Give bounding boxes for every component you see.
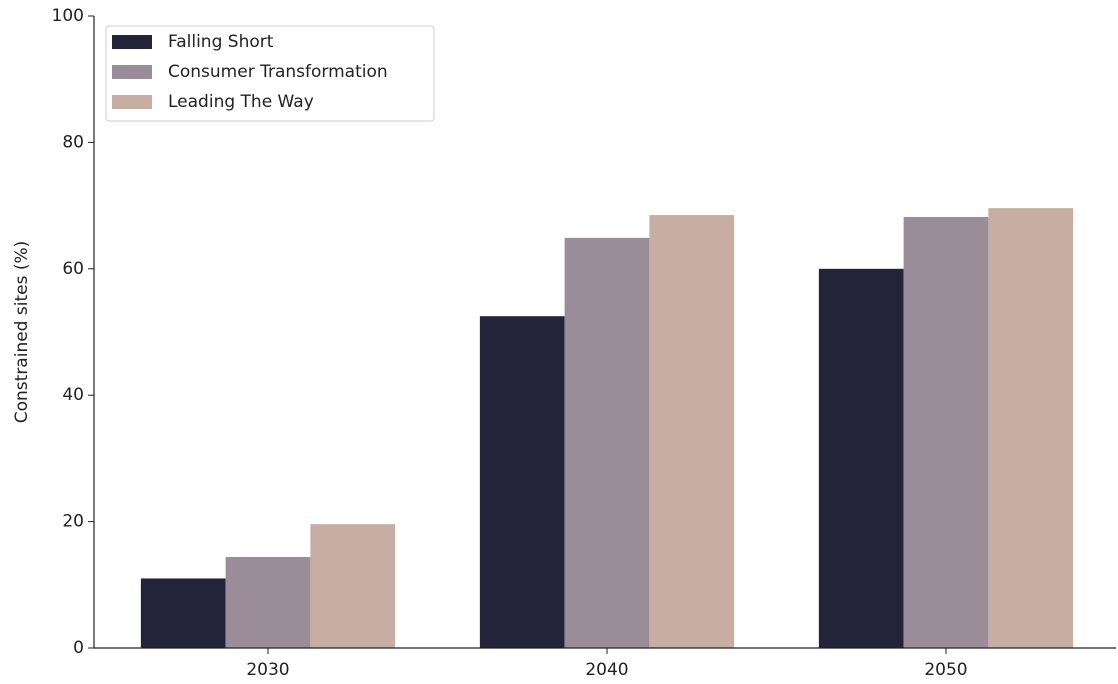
bar [310,524,396,648]
x-tick-label: 2050 [924,660,967,680]
x-tick-label: 2030 [246,660,289,680]
legend-swatch [112,95,152,109]
y-tick-label: 40 [62,385,84,405]
y-tick-label: 20 [62,512,84,532]
bar [818,268,904,648]
bar [649,215,735,648]
y-tick-label: 80 [62,132,84,152]
bar [988,208,1074,649]
y-tick-label: 100 [52,6,84,26]
legend-swatch [112,65,152,79]
bar [903,216,989,648]
legend-swatch [112,35,152,49]
bar [140,578,226,648]
bar [479,316,565,648]
legend-label: Falling Short [168,32,274,52]
legend-label: Leading The Way [168,92,314,112]
legend-box [105,25,435,122]
y-tick-label: 0 [73,638,84,658]
legend-label: Consumer Transformation [168,62,388,82]
bar [225,556,311,648]
y-axis-label: Constrained sites (%) [12,241,32,424]
y-tick-label: 60 [62,259,84,279]
bar [564,237,650,648]
x-tick-label: 2040 [585,660,628,680]
